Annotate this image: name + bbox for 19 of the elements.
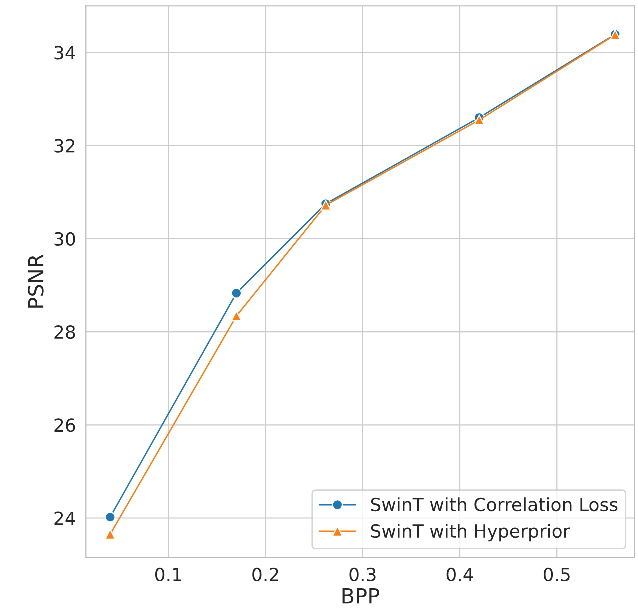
legend-label: SwinT with Hyperprior [371,524,570,542]
y-axis-title: PSNR [28,254,44,308]
x-tick-label: 0.1 [156,568,182,582]
x-tick-label: 0.3 [350,568,376,582]
legend-label: SwinT with Correlation Loss [371,498,618,512]
point [474,114,485,126]
point [231,288,242,299]
y-tick-label: 34 [54,46,76,60]
x-tick-label: 0.2 [252,568,278,582]
point [105,529,116,540]
y-tick-label: 24 [54,512,76,526]
x-tick-label: 0.4 [446,568,474,582]
point [105,512,116,523]
x-tick-label: 0.5 [544,568,570,582]
y-tick-label: 26 [54,418,76,432]
x-axis-title: BPP [342,588,380,604]
y-tick-label: 30 [54,232,76,246]
y-tick-label: 32 [54,139,75,153]
y-tick-label: 28 [54,325,76,340]
